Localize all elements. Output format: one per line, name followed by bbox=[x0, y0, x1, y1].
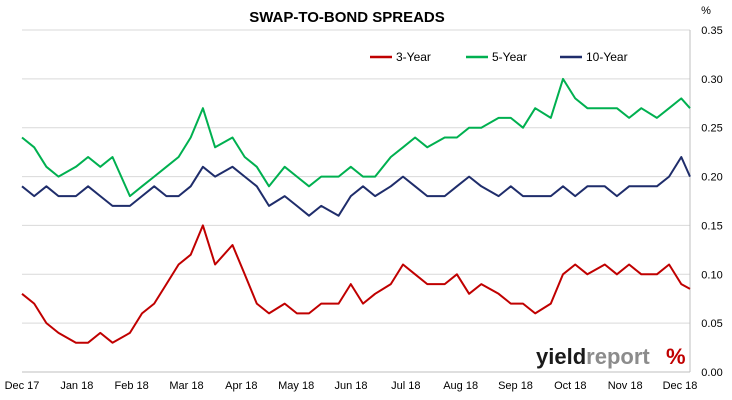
y-axis-unit: % bbox=[701, 5, 711, 17]
logo-percent-icon: % bbox=[666, 344, 686, 369]
y-tick-label: 0.00 bbox=[701, 367, 722, 379]
x-tick-label: Oct 18 bbox=[554, 380, 586, 392]
yieldreport-logo: yieldreport % bbox=[536, 344, 686, 369]
y-tick-label: 0.10 bbox=[701, 269, 722, 281]
x-tick-label: Dec 18 bbox=[663, 380, 698, 392]
legend-label: 10-Year bbox=[586, 50, 628, 64]
x-tick-label: Jan 18 bbox=[60, 380, 93, 392]
x-tick-label: Jul 18 bbox=[391, 380, 420, 392]
x-tick-label: Feb 18 bbox=[115, 380, 149, 392]
y-tick-label: 0.05 bbox=[701, 318, 722, 330]
x-tick-label: Sep 18 bbox=[498, 380, 533, 392]
series-line-3-year bbox=[21, 224, 691, 344]
chart-title: SWAP-TO-BOND SPREADS bbox=[249, 9, 445, 26]
y-axis-ticks: 0.00 0.05 0.10 0.15 0.20 0.25 0.30 0.35 bbox=[701, 25, 722, 379]
series-lines bbox=[21, 77, 691, 344]
legend-label: 5-Year bbox=[492, 50, 527, 64]
y-tick-label: 0.30 bbox=[701, 74, 722, 86]
x-tick-label: Mar 18 bbox=[169, 380, 203, 392]
y-tick-label: 0.20 bbox=[701, 172, 722, 184]
x-tick-label: Apr 18 bbox=[225, 380, 257, 392]
x-tick-label: Dec 17 bbox=[5, 380, 40, 392]
x-tick-label: Nov 18 bbox=[608, 380, 643, 392]
x-tick-label: Aug 18 bbox=[443, 380, 478, 392]
logo-word-yield: yieldreport bbox=[536, 344, 650, 369]
gridlines bbox=[22, 29, 691, 373]
y-tick-label: 0.15 bbox=[701, 220, 722, 232]
x-tick-label: Jun 18 bbox=[334, 380, 367, 392]
series-line-5-year bbox=[21, 77, 691, 198]
legend: 3-Year 5-Year 10-Year bbox=[370, 50, 628, 64]
x-tick-label: May 18 bbox=[278, 380, 314, 392]
y-tick-label: 0.25 bbox=[701, 123, 722, 135]
series-line-10-year bbox=[21, 156, 691, 217]
x-axis-ticks: Dec 17 Jan 18 Feb 18 Mar 18 Apr 18 May 18 Jun … bbox=[5, 380, 698, 392]
legend-label: 3-Year bbox=[396, 50, 431, 64]
y-tick-label: 0.35 bbox=[701, 25, 722, 37]
